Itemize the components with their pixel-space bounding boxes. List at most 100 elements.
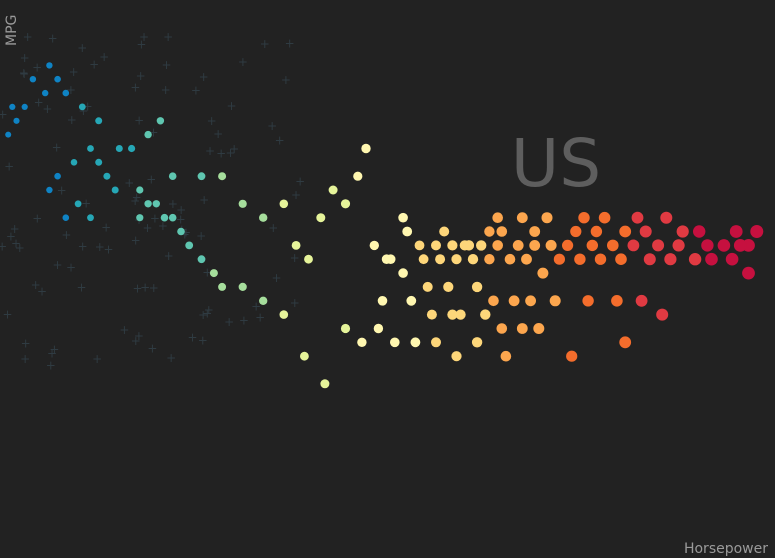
data-point — [168, 172, 177, 180]
data-point — [607, 239, 619, 252]
data-point — [451, 254, 462, 265]
data-point — [426, 309, 437, 320]
data-point — [340, 323, 351, 334]
data-point — [496, 323, 508, 334]
faded-cross-marker: + — [267, 119, 277, 133]
faded-cross-marker: + — [19, 66, 29, 80]
faded-cross-marker: + — [81, 197, 91, 211]
data-point — [70, 159, 78, 166]
faded-cross-marker: + — [140, 281, 150, 295]
data-point — [701, 239, 714, 252]
faded-cross-marker: + — [119, 323, 129, 337]
faded-cross-marker: + — [6, 230, 16, 244]
faded-cross-marker: + — [260, 37, 270, 51]
data-point — [54, 172, 61, 180]
data-point — [541, 212, 553, 224]
faded-cross-marker: + — [131, 234, 141, 248]
faded-cross-marker: + — [199, 70, 209, 84]
data-point — [259, 296, 268, 305]
data-point — [508, 295, 520, 307]
y-axis-label: MPG — [4, 15, 20, 46]
data-point — [9, 103, 16, 110]
data-point — [316, 213, 326, 223]
data-point — [177, 227, 185, 236]
faded-cross-marker: + — [136, 38, 146, 52]
data-point — [717, 239, 731, 252]
data-point — [660, 211, 673, 224]
data-point — [95, 158, 103, 166]
faded-cross-marker: + — [130, 194, 140, 208]
data-point — [160, 213, 169, 222]
faded-cross-marker: + — [198, 308, 208, 322]
data-point — [209, 269, 218, 278]
faded-cross-marker: + — [76, 280, 86, 294]
data-point — [529, 240, 541, 251]
faded-cross-marker: + — [191, 83, 201, 97]
faded-cross-marker: + — [134, 114, 144, 128]
data-point — [480, 309, 491, 320]
faded-cross-marker: + — [163, 30, 173, 44]
data-point — [492, 212, 504, 223]
data-point — [639, 225, 652, 238]
data-point — [435, 254, 446, 265]
faded-cross-marker: + — [142, 221, 152, 235]
data-point — [410, 337, 421, 348]
faded-cross-marker: + — [10, 222, 20, 236]
data-point — [328, 185, 338, 195]
faded-cross-marker: + — [21, 336, 31, 350]
faded-cross-marker: + — [101, 220, 111, 234]
data-point — [463, 240, 474, 251]
faded-cross-marker: + — [49, 342, 59, 356]
faded-markers: ++++++++++++++++++++++++++++++++++++++++… — [0, 30, 305, 373]
data-point — [643, 253, 656, 266]
faded-cross-marker: + — [168, 197, 178, 211]
data-point — [533, 323, 545, 334]
data-point — [197, 172, 206, 181]
faded-cross-marker: + — [103, 243, 113, 257]
data-point — [733, 239, 747, 252]
data-point — [451, 351, 462, 362]
faded-cross-marker: + — [31, 278, 41, 292]
data-point — [304, 254, 313, 264]
data-point — [652, 239, 665, 252]
data-point — [484, 254, 495, 265]
data-point — [156, 117, 165, 125]
data-point — [729, 225, 743, 238]
faded-cross-marker: + — [164, 249, 174, 263]
data-point — [439, 226, 450, 237]
data-point — [361, 143, 371, 154]
data-point — [238, 199, 247, 208]
data-point — [136, 214, 144, 222]
data-point — [406, 295, 417, 306]
faded-cross-marker: + — [166, 351, 176, 365]
data-point — [705, 252, 718, 266]
data-point — [377, 296, 388, 306]
data-point — [688, 253, 702, 266]
faded-cross-marker: + — [46, 359, 56, 373]
data-point — [627, 239, 640, 252]
data-point — [521, 253, 532, 265]
data-point — [504, 253, 516, 265]
data-point — [635, 294, 648, 307]
data-point — [291, 241, 301, 250]
data-point — [619, 336, 632, 349]
faded-cross-marker: + — [4, 160, 14, 174]
data-point — [340, 199, 351, 209]
data-point — [398, 268, 408, 278]
faded-cross-marker: + — [78, 104, 88, 118]
data-point — [545, 239, 557, 251]
faded-cross-marker: + — [202, 266, 212, 280]
data-point — [693, 225, 706, 238]
data-point — [128, 144, 136, 153]
data-point — [422, 281, 433, 292]
faded-cross-marker: + — [225, 146, 235, 160]
data-point — [516, 323, 528, 334]
faded-cross-marker: + — [48, 32, 58, 46]
faded-cross-marker: + — [99, 50, 109, 64]
faded-cross-marker: + — [176, 212, 186, 226]
faded-cross-marker: + — [32, 211, 42, 225]
data-point — [471, 337, 483, 348]
faded-cross-marker: + — [42, 102, 52, 116]
